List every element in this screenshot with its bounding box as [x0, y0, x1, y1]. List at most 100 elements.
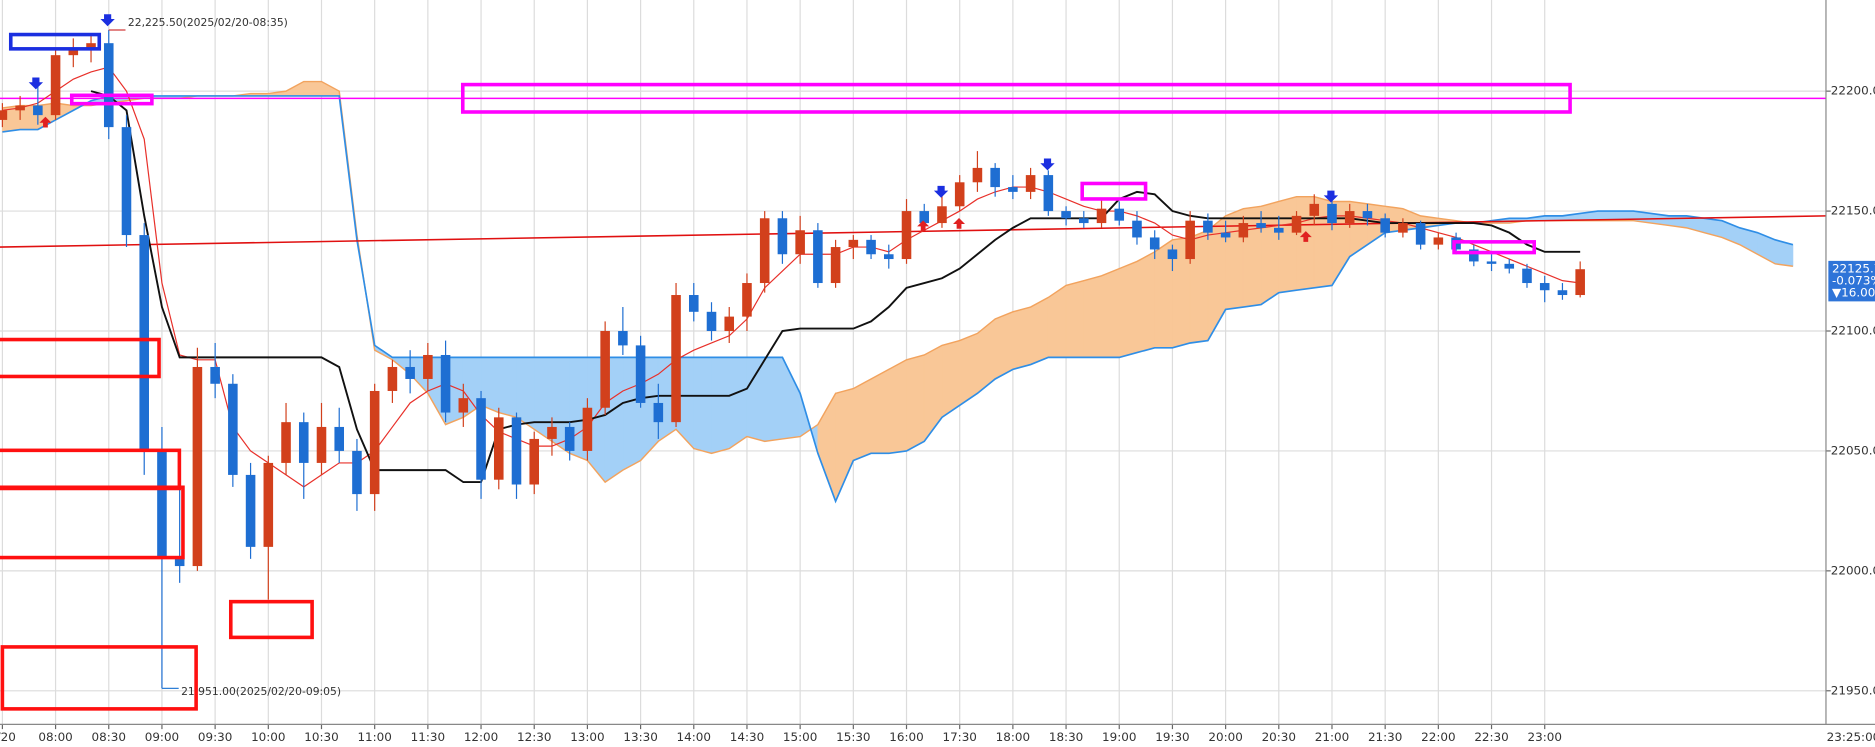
cloud-segment: [764, 357, 783, 442]
drawn-boxes: [0, 32, 1572, 711]
candle-body: [830, 247, 841, 284]
x-tick-label: 19:00: [1102, 730, 1136, 744]
x-tick-label: 08:00: [38, 730, 72, 744]
candle-body: [157, 450, 167, 559]
y-tick-label: 22000.00: [1831, 563, 1875, 577]
cloud-segment: [728, 357, 748, 450]
cloud-segment: [852, 378, 872, 462]
candle-body: [564, 426, 575, 451]
candle-body: [990, 167, 1000, 188]
candle-body: [671, 295, 681, 423]
candle-body: [1398, 223, 1408, 233]
candle-body: [458, 398, 469, 413]
x-tick-label: 18:30: [1049, 730, 1083, 744]
y-tick-label: 22200.00: [1831, 84, 1875, 98]
sell-arrow: [1323, 190, 1339, 203]
cloud-segment: [303, 81, 322, 97]
candle-body: [1079, 218, 1089, 224]
candle-body: [1167, 249, 1178, 260]
x-tick-label: 09:30: [198, 730, 232, 744]
last-price-change: -0.073%: [1832, 274, 1875, 288]
candle-body: [1114, 208, 1125, 221]
candle-body: [1061, 211, 1071, 219]
candle-body: [1557, 290, 1568, 296]
candle-body: [547, 426, 557, 439]
x-tick-label: 12:30: [517, 730, 551, 744]
candle-body: [476, 398, 486, 480]
sell-arrow: [1040, 158, 1055, 171]
candle-body: [1096, 208, 1107, 224]
candle-body: [1203, 220, 1213, 233]
candle-body: [600, 331, 610, 408]
candle-body: [281, 422, 291, 463]
candle-body: [86, 43, 96, 48]
annotation-label: 22,225.50(2025/02/20-08:35): [128, 16, 288, 29]
candle-body: [352, 450, 362, 495]
buy-arrow: [953, 218, 966, 229]
candle-body: [139, 235, 149, 451]
x-tick-label: 23:00: [1528, 730, 1562, 744]
x-tick-label: 15:00: [783, 730, 817, 744]
cloud-segment: [888, 359, 907, 454]
x-tick-label: 21:00: [1315, 730, 1349, 744]
cloud-segment: [1083, 275, 1102, 358]
candle-body: [1469, 249, 1479, 262]
candle-body: [653, 402, 664, 423]
candle-body: [210, 366, 220, 384]
box: [228, 599, 314, 640]
candle-body: [919, 211, 930, 224]
guide-line: [0, 215, 1826, 248]
x-tick-label: 18:00: [996, 730, 1030, 744]
cloud-segment: [1136, 251, 1156, 354]
cloud-segment: [1260, 201, 1280, 306]
candle-body: [121, 127, 132, 236]
candle-body: [369, 390, 380, 495]
cloud-segment: [1012, 306, 1031, 370]
candle-body: [954, 182, 965, 207]
sell-arrow: [933, 185, 949, 198]
candle-body: [635, 345, 646, 403]
candle-body: [316, 426, 327, 463]
sell-arrow: [100, 14, 115, 27]
box: [460, 82, 1572, 114]
box: [1080, 181, 1148, 201]
candle-body: [1362, 211, 1373, 219]
cloud-segment: [1242, 205, 1262, 308]
candle-body: [1309, 203, 1320, 216]
last-price-delta: ▼16.00: [1832, 286, 1875, 300]
candle-body: [724, 316, 735, 332]
x-tick-label: 09:00: [145, 730, 179, 744]
candle-body: [1486, 261, 1497, 264]
candle-body: [884, 254, 894, 260]
x-tick-label: 22:30: [1474, 730, 1508, 744]
candle-body: [582, 407, 593, 451]
x-tick-label: 21:30: [1368, 730, 1402, 744]
candle-body: [405, 366, 415, 379]
box: [1452, 240, 1536, 255]
x-tick-label: 11:30: [411, 730, 445, 744]
x-tick-label: 2/20: [0, 730, 16, 744]
x-tick-label: 10:30: [304, 730, 338, 744]
candle-body: [1043, 175, 1054, 212]
last-price-tag: [1828, 260, 1875, 302]
x-tick-label: 20:30: [1262, 730, 1296, 744]
candle-body: [0, 110, 8, 120]
candle-body: [334, 426, 345, 451]
candle-body: [1380, 218, 1390, 233]
y-tick-label: 22100.00: [1831, 324, 1875, 338]
plot-layers: 22,225.50(2025/02/20-08:35) 21,951.00(202…: [0, 0, 1826, 725]
candle-body: [777, 218, 788, 255]
x-tick-label: 16:00: [889, 730, 923, 744]
x-tick-label: 13:30: [623, 730, 657, 744]
cloud-segment: [1065, 280, 1085, 358]
candle-body: [618, 331, 628, 346]
candle-body: [1132, 220, 1142, 238]
candle-body: [1327, 203, 1337, 224]
candle-body: [1291, 215, 1302, 233]
candle-body: [103, 43, 114, 128]
candle-body: [1256, 223, 1266, 228]
candle-body: [33, 105, 43, 116]
candle-body: [298, 422, 309, 463]
candle-body: [972, 167, 983, 183]
